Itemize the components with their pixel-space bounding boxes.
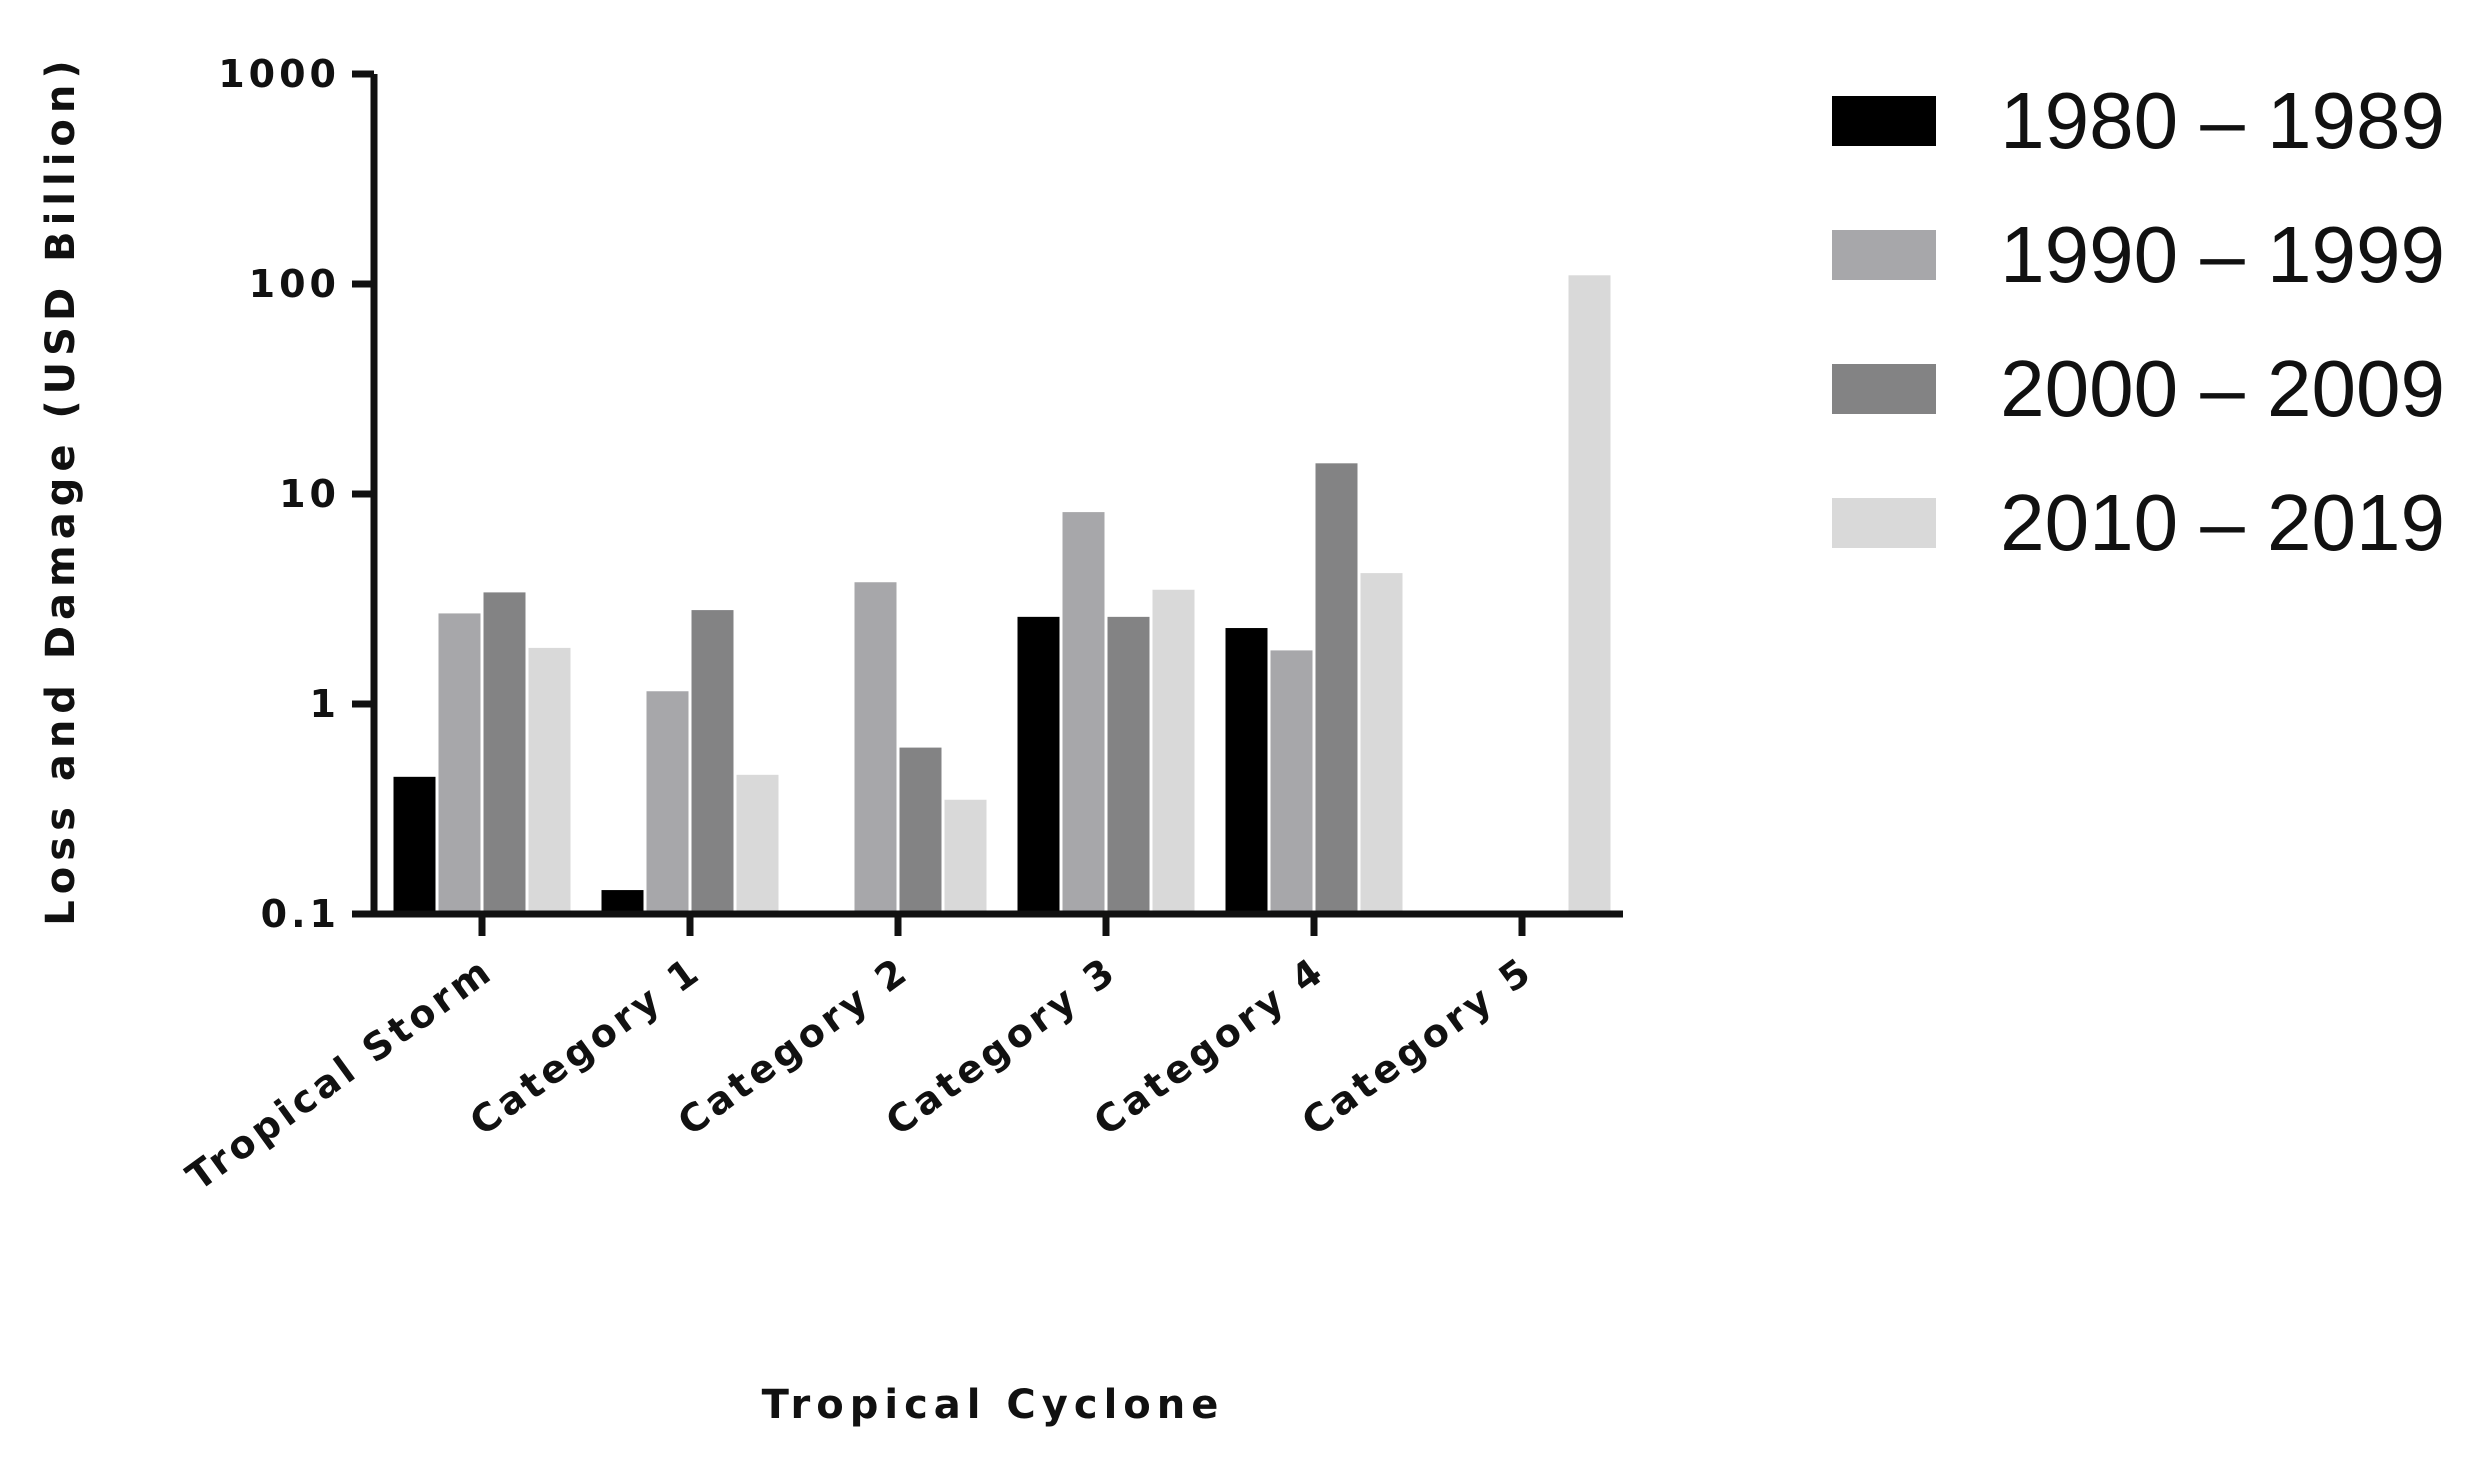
- legend-swatch: [1832, 364, 1936, 414]
- bar: [483, 592, 526, 914]
- bar: [736, 774, 779, 914]
- y-tick-label: 1: [310, 682, 340, 726]
- legend-label: 1980 – 1989: [2000, 76, 2445, 165]
- x-tick-label: Category 4: [1086, 948, 1334, 1145]
- bar: [1315, 463, 1358, 914]
- bar: [601, 890, 644, 914]
- legend: 1980 – 1989 1990 – 1999 2000 – 2009 2010 – …: [1832, 76, 2445, 567]
- x-tick-label: Category 2: [670, 948, 918, 1145]
- bar: [691, 610, 734, 914]
- y-tick-label: 0.1: [261, 892, 340, 936]
- bar: [528, 647, 571, 914]
- x-tick-label: Category 3: [878, 948, 1126, 1145]
- x-axis-title: Tropical Cyclone: [762, 1382, 1225, 1428]
- y-axis-title: Loss and Damage (USD Billion): [38, 54, 84, 925]
- bar: [1270, 650, 1313, 914]
- bar: [1017, 616, 1060, 914]
- bar: [1225, 628, 1268, 914]
- bar: [1107, 616, 1150, 914]
- legend-label: 1990 – 1999: [2000, 210, 2445, 299]
- y-tick-label: 10: [279, 472, 340, 516]
- bar: [438, 613, 481, 914]
- bar: [1152, 589, 1195, 914]
- bar: [944, 799, 987, 914]
- bar: [1062, 512, 1105, 914]
- bar: [854, 582, 897, 914]
- bar: [1360, 573, 1403, 914]
- x-tick-label: Tropical Storm: [178, 948, 501, 1199]
- legend-swatch: [1832, 96, 1936, 146]
- y-ticks-layer: 1000 100 10 1 0.1: [218, 52, 374, 936]
- bar: [646, 691, 689, 914]
- bar: [899, 747, 942, 914]
- x-tick-label: Category 5: [1294, 948, 1542, 1145]
- legend-label: 2000 – 2009: [2000, 344, 2445, 433]
- legend-swatch: [1832, 498, 1936, 548]
- y-tick-label: 100: [249, 262, 340, 306]
- bars-layer: [393, 275, 1611, 915]
- legend-swatch: [1832, 230, 1936, 280]
- y-tick-label: 1000: [218, 52, 340, 96]
- bar: [1568, 275, 1611, 915]
- bar: [393, 776, 436, 914]
- legend-label: 2010 – 2019: [2000, 478, 2445, 567]
- x-tick-label: Category 1: [462, 948, 710, 1145]
